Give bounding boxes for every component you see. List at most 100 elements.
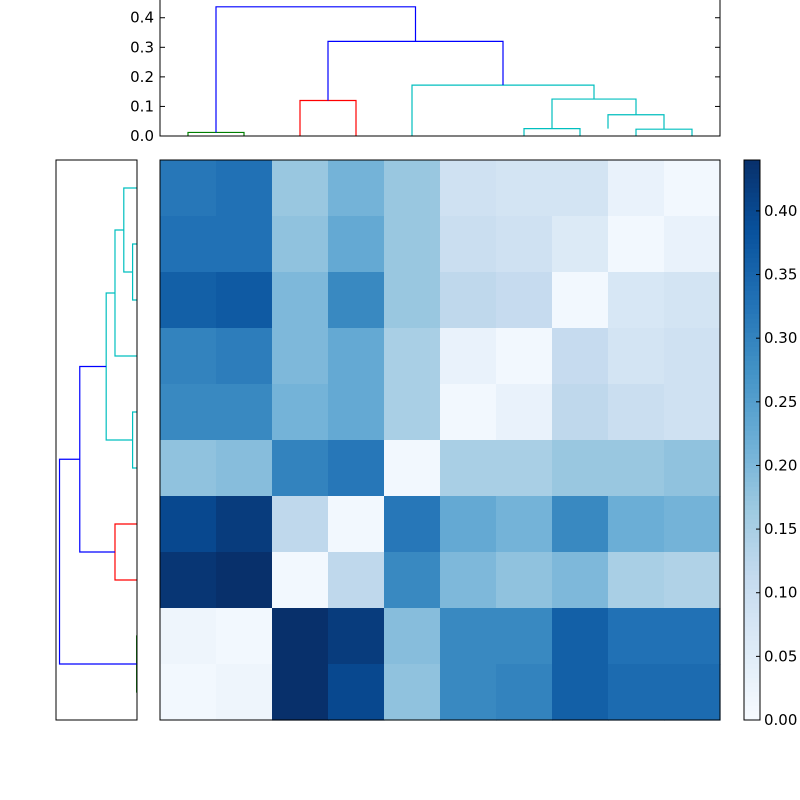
- colorbar-segment: [744, 211, 760, 217]
- colorbar-segment: [744, 491, 760, 497]
- colorbar-segment: [744, 342, 760, 348]
- colorbar-segment: [744, 575, 760, 581]
- colorbar-segment: [744, 468, 760, 474]
- colorbar-segment: [744, 580, 760, 586]
- colorbar-segment: [744, 682, 760, 688]
- colorbar-segment: [744, 351, 760, 357]
- heatmap-cell: [440, 552, 497, 609]
- y-tick-label: 0.1: [130, 97, 154, 115]
- colorbar-segment: [744, 458, 760, 464]
- heatmap-cell: [272, 160, 329, 217]
- colorbar-segment: [744, 262, 760, 268]
- heatmap-cell: [496, 272, 553, 329]
- colorbar-segment: [744, 332, 760, 338]
- dendrogram-link: [131, 243, 137, 301]
- colorbar-segment: [744, 533, 760, 539]
- heatmap-cell: [216, 552, 273, 609]
- dendrogram-link: [299, 99, 357, 136]
- dendrogram-link: [114, 523, 137, 581]
- colorbar-segment: [744, 388, 760, 394]
- heatmap-cell: [328, 664, 385, 721]
- colorbar-segment: [744, 696, 760, 702]
- heatmap-cell: [496, 216, 553, 273]
- colorbar-segment: [744, 220, 760, 226]
- heatmap-cell: [160, 328, 217, 385]
- colorbar-segment: [744, 626, 760, 632]
- colorbar-segment: [744, 304, 760, 310]
- colorbar-segment: [744, 230, 760, 236]
- colorbar-segment: [744, 216, 760, 222]
- colorbar-segment: [744, 402, 760, 408]
- heatmap-cell: [440, 160, 497, 217]
- heatmap-cell: [160, 552, 217, 609]
- colorbar-segment: [744, 323, 760, 329]
- heatmap-cell: [664, 608, 721, 665]
- colorbar-segment: [744, 650, 760, 656]
- colorbar-segment: [744, 412, 760, 418]
- heatmap-cell: [552, 552, 609, 609]
- heatmap-cell: [328, 160, 385, 217]
- heatmap-cell: [440, 664, 497, 721]
- colorbar-segment: [744, 477, 760, 483]
- heatmap-cell: [664, 664, 721, 721]
- heatmap-cell: [440, 608, 497, 665]
- colorbar-tick-label: 0.05: [764, 647, 797, 665]
- colorbar-segment: [744, 454, 760, 460]
- heatmap-cell: [552, 216, 609, 273]
- colorbar-segment: [744, 556, 760, 562]
- colorbar-segment: [744, 178, 760, 184]
- colorbar-segment: [744, 398, 760, 404]
- colorbar-segment: [744, 225, 760, 231]
- colorbar-segment: [744, 356, 760, 362]
- heatmap-cell: [440, 384, 497, 441]
- colorbar-segment: [744, 570, 760, 576]
- colorbar-segment: [744, 687, 760, 693]
- heatmap-cell: [328, 552, 385, 609]
- colorbar-segment: [744, 328, 760, 334]
- colorbar-tick-label: 0.10: [764, 584, 797, 602]
- heatmap-cell: [160, 664, 217, 721]
- heatmap-cell: [272, 496, 329, 553]
- heatmap-cell: [664, 440, 721, 497]
- colorbar-segment: [744, 538, 760, 544]
- left-dendrogram-frame: [55, 159, 138, 721]
- colorbar-segment: [744, 524, 760, 530]
- colorbar-segment: [744, 276, 760, 282]
- colorbar-segment: [744, 505, 760, 511]
- colorbar-segment: [744, 244, 760, 250]
- colorbar-segment: [744, 318, 760, 324]
- colorbar-segment: [744, 678, 760, 684]
- colorbar-segment: [744, 594, 760, 600]
- heatmap-cell: [384, 160, 441, 217]
- colorbar-segment: [744, 664, 760, 670]
- heatmap-cell: [216, 496, 273, 553]
- colorbar-tick-label: 0.25: [764, 393, 797, 411]
- heatmap-cell: [552, 272, 609, 329]
- colorbar-segment: [744, 239, 760, 245]
- colorbar-tick-label: 0.00: [764, 711, 797, 729]
- colorbar-segment: [744, 710, 760, 716]
- heatmap-cell: [384, 384, 441, 441]
- dendrogram-link: [123, 187, 137, 273]
- heatmap-cell: [384, 608, 441, 665]
- colorbar-segment: [744, 472, 760, 478]
- heatmap-cell: [272, 664, 329, 721]
- heatmap-cell: [328, 496, 385, 553]
- heatmap-cell: [216, 664, 273, 721]
- dendrogram-link: [114, 229, 137, 357]
- colorbar-segment: [744, 547, 760, 553]
- heatmap-cell: [384, 272, 441, 329]
- dendrogram-link: [215, 6, 417, 133]
- colorbar-segment: [744, 435, 760, 441]
- colorbar-segment: [744, 440, 760, 446]
- colorbar-segment: [744, 444, 760, 450]
- colorbar-segment: [744, 640, 760, 646]
- colorbar-segment: [744, 290, 760, 296]
- colorbar-segment: [744, 192, 760, 198]
- colorbar-segment: [744, 188, 760, 194]
- colorbar-segment: [744, 500, 760, 506]
- dendrogram-link: [79, 365, 115, 553]
- colorbar-tick-label: 0.35: [764, 266, 797, 284]
- heatmap-cell: [328, 440, 385, 497]
- colorbar-segment: [744, 692, 760, 698]
